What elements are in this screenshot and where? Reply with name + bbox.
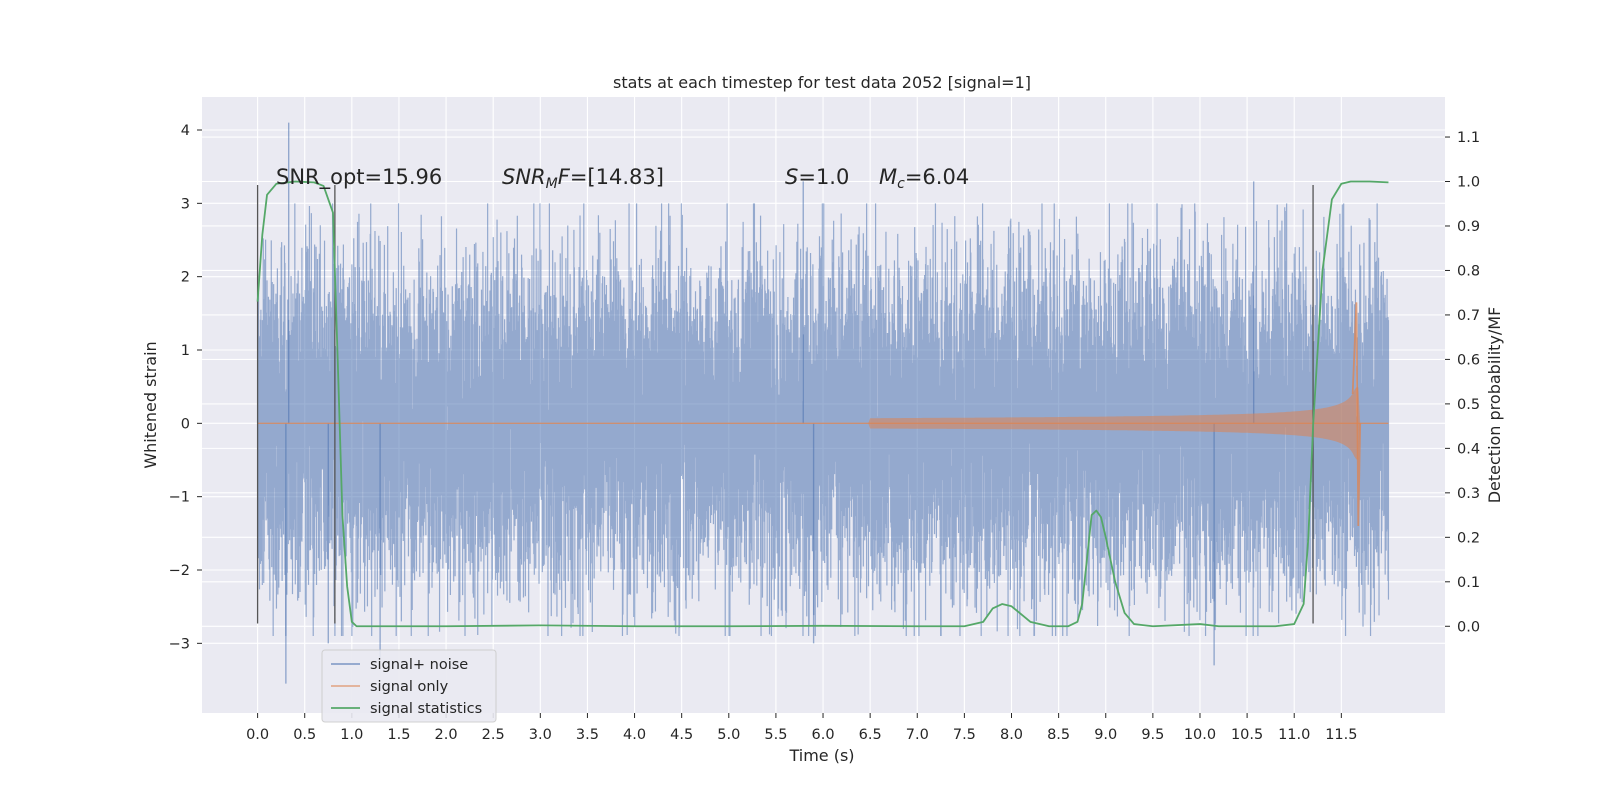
series-signal-statistics — [256, 180, 1389, 628]
y-right-tick-label: 1.0 — [1457, 175, 1480, 191]
y-left-tick-label: 3 — [181, 196, 190, 212]
x-tick-label: 9.0 — [1094, 727, 1117, 743]
x-tick-label: 7.5 — [953, 727, 976, 743]
x-tick-label: 8.0 — [1000, 727, 1023, 743]
annotation-part: =1.0 — [798, 165, 849, 189]
x-tick-label: 8.5 — [1047, 727, 1070, 743]
annotation-2: SNRMF=[14.83] — [502, 165, 664, 192]
annotation-part: SNR — [502, 165, 546, 189]
y-right-tick-label: 0.2 — [1457, 530, 1480, 546]
x-axis-ticks: 0.0 0.5 1.0 1.5 2.0 2.5 3.0 3.5 4.0 4.5 5.0 5.5 6.0 6… — [246, 713, 1357, 743]
x-tick-label: 3.0 — [529, 727, 552, 743]
annotation-part: M — [879, 165, 897, 189]
y-axis-left-ticks: 4 3 2 1 0 −1 −2 −3 — [169, 123, 202, 652]
x-tick-label: 10.0 — [1184, 727, 1216, 743]
x-tick-label: 6.0 — [811, 727, 834, 743]
x-tick-label: 1.0 — [340, 727, 363, 743]
x-tick-label: 2.5 — [482, 727, 505, 743]
x-tick-label: 0.0 — [246, 727, 269, 743]
x-tick-label: 3.5 — [576, 727, 599, 743]
x-tick-label: 11.0 — [1278, 727, 1310, 743]
annotation-part: S — [785, 165, 798, 189]
x-tick-label: 9.5 — [1141, 727, 1164, 743]
y-left-tick-label: 4 — [181, 123, 190, 139]
x-tick-label: 7.0 — [906, 727, 929, 743]
y-right-tick-label: 0.3 — [1457, 486, 1480, 502]
x-tick-label: 6.5 — [859, 727, 882, 743]
y-right-tick-label: 0.8 — [1457, 263, 1480, 279]
x-tick-label: 10.5 — [1231, 727, 1263, 743]
y-right-tick-label: 0.9 — [1457, 219, 1480, 235]
series-signal-only — [257, 302, 1389, 527]
signal-statistics-line — [256, 180, 1389, 628]
y-right-tick-label: 0.1 — [1457, 575, 1480, 591]
y-right-tick-label: 0.5 — [1457, 397, 1480, 413]
y-axis-right-ticks: 1.1 1.0 0.9 0.8 0.7 0.6 0.5 0.4 0.3 0.2 0.1 0.0 — [1445, 130, 1480, 635]
signal-only-merger-spike — [1351, 302, 1362, 527]
annotation-part: =6.04 — [905, 165, 969, 189]
x-tick-label: 4.0 — [623, 727, 646, 743]
x-tick-label: 0.5 — [293, 727, 316, 743]
x-tick-label: 5.0 — [717, 727, 740, 743]
chart-title: stats at each timestep for test data 205… — [613, 73, 1031, 92]
y-axis-right-title: Detection probability/MF — [1485, 307, 1504, 504]
annotation-part: =[14.83] — [570, 165, 664, 189]
y-right-tick-label: 0.6 — [1457, 352, 1480, 368]
y-right-tick-label: 0.7 — [1457, 308, 1480, 324]
y-left-tick-label: −2 — [169, 563, 190, 579]
annotations: SNR_opt=15.96 SNRMF=[14.83] S=1.0 Mc=6.04 — [276, 165, 969, 192]
x-tick-label: 5.5 — [764, 727, 787, 743]
series-signal-noise — [257, 122, 1390, 684]
y-left-tick-label: 0 — [181, 416, 190, 432]
x-axis-title: Time (s) — [788, 746, 854, 765]
x-tick-label: 2.0 — [435, 727, 458, 743]
y-left-tick-label: −3 — [169, 636, 190, 652]
legend-box — [321, 649, 497, 723]
legend-label-signal-noise: signal+ noise — [370, 657, 468, 673]
x-tick-label: 11.5 — [1325, 727, 1357, 743]
y-left-tick-label: 1 — [181, 343, 190, 359]
y-left-tick-label: 2 — [181, 270, 190, 286]
legend-label-signal-statistics: signal statistics — [370, 701, 482, 717]
annotation-4: Mc=6.04 — [879, 165, 969, 192]
annotation-part: SNR_opt=15.96 — [276, 165, 442, 190]
x-tick-label: 1.5 — [387, 727, 410, 743]
annotation-part: c — [897, 176, 905, 192]
y-right-tick-label: 1.1 — [1457, 130, 1480, 146]
y-left-tick-label: −1 — [169, 490, 190, 506]
annotation-part: M — [546, 176, 558, 192]
annotation-part: F — [558, 165, 571, 189]
annotation-3: S=1.0 — [785, 165, 849, 189]
annotation-1: SNR_opt=15.96 — [276, 165, 442, 190]
x-tick-label: 4.5 — [670, 727, 693, 743]
legend-label-signal-only: signal only — [370, 679, 449, 695]
y-right-tick-label: 0.4 — [1457, 441, 1480, 457]
legend: signal+ noise signal only signal statist… — [321, 649, 497, 723]
y-axis-left-title: Whitened strain — [141, 341, 160, 468]
y-right-tick-label: 0.0 — [1457, 619, 1480, 635]
